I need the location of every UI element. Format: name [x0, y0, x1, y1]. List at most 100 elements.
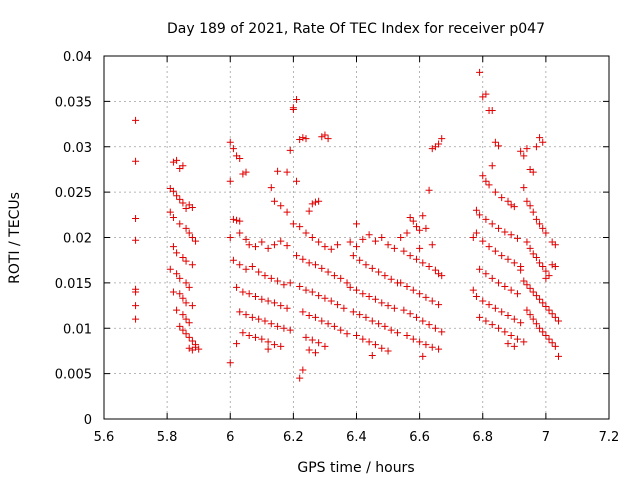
- data-point: [324, 135, 332, 143]
- data-point: [255, 268, 263, 276]
- data-point: [132, 214, 140, 222]
- data-point: [308, 200, 316, 208]
- data-point: [229, 145, 237, 153]
- data-point: [245, 241, 253, 249]
- data-point: [346, 283, 354, 291]
- data-point: [428, 343, 436, 351]
- data-point: [551, 241, 559, 249]
- data-point: [378, 299, 386, 307]
- y-tick-label: 0.01: [63, 322, 92, 337]
- data-point: [327, 245, 335, 253]
- data-point: [242, 235, 250, 243]
- y-tick-label: 0.035: [55, 95, 92, 110]
- data-point: [438, 328, 446, 336]
- data-point: [252, 292, 259, 300]
- data-point: [321, 131, 329, 139]
- data-point: [529, 208, 537, 216]
- data-point: [305, 207, 313, 215]
- data-point: [289, 106, 297, 114]
- data-point: [173, 192, 181, 200]
- data-point: [501, 328, 509, 336]
- data-point: [188, 337, 196, 345]
- data-point: [472, 206, 480, 214]
- data-point: [236, 217, 244, 225]
- data-point: [277, 202, 285, 210]
- data-point: [299, 255, 307, 263]
- data-point: [264, 244, 272, 252]
- data-point: [182, 257, 190, 265]
- data-point: [495, 279, 503, 287]
- data-point: [182, 279, 190, 287]
- data-point: [539, 263, 547, 271]
- data-point: [305, 259, 313, 267]
- data-point: [510, 342, 518, 350]
- data-point: [422, 341, 430, 349]
- data-point: [289, 220, 297, 228]
- data-point: [324, 320, 332, 328]
- data-point: [476, 68, 484, 76]
- x-axis-label: GPS time / hours: [297, 460, 414, 476]
- data-point: [482, 270, 490, 278]
- data-point: [403, 283, 411, 291]
- data-point: [523, 306, 531, 314]
- data-point: [536, 134, 544, 142]
- data-point: [419, 352, 427, 360]
- data-point: [526, 284, 534, 292]
- data-point: [520, 277, 528, 285]
- data-point: [517, 319, 525, 327]
- data-point: [302, 229, 310, 237]
- data-point: [169, 214, 177, 222]
- data-point: [258, 238, 266, 246]
- data-point: [517, 147, 525, 155]
- data-point: [412, 313, 420, 321]
- y-tick-label: 0.04: [63, 50, 92, 65]
- data-point: [182, 204, 190, 212]
- data-point: [173, 156, 181, 164]
- data-point: [226, 359, 234, 367]
- data-point: [280, 281, 288, 289]
- data-point: [340, 304, 348, 312]
- data-point: [422, 224, 430, 232]
- data-point: [353, 332, 360, 340]
- data-point: [532, 253, 540, 261]
- data-point: [485, 301, 493, 309]
- x-tick-label: 6.8: [472, 430, 493, 445]
- x-tick-label: 6: [226, 430, 234, 445]
- data-point: [501, 228, 509, 236]
- data-point: [504, 340, 512, 348]
- data-point: [523, 238, 531, 246]
- data-point: [176, 290, 184, 298]
- data-point: [343, 279, 351, 287]
- data-point: [192, 343, 200, 351]
- data-point: [242, 311, 250, 319]
- data-point: [296, 283, 304, 291]
- data-point: [510, 315, 518, 323]
- data-point: [169, 158, 177, 166]
- data-point: [252, 333, 259, 341]
- y-tick-label: 0.005: [55, 368, 92, 383]
- x-tick-label: 6.2: [283, 430, 304, 445]
- data-point: [406, 214, 414, 222]
- x-tick-label: 7.2: [599, 430, 620, 445]
- data-point: [318, 264, 326, 272]
- data-point: [229, 256, 237, 264]
- data-point: [482, 215, 490, 223]
- data-point: [229, 215, 237, 223]
- data-point: [555, 317, 562, 325]
- data-point: [280, 324, 288, 332]
- data-point: [416, 338, 424, 346]
- data-point: [330, 272, 338, 280]
- data-point: [169, 187, 177, 195]
- data-point: [488, 106, 496, 114]
- data-point: [371, 295, 379, 303]
- data-point: [337, 274, 345, 282]
- data-point: [368, 317, 376, 325]
- data-point: [185, 283, 193, 291]
- data-point: [192, 237, 200, 245]
- data-point: [498, 194, 506, 202]
- data-point: [305, 346, 313, 354]
- data-point: [548, 339, 556, 347]
- data-point: [182, 330, 190, 338]
